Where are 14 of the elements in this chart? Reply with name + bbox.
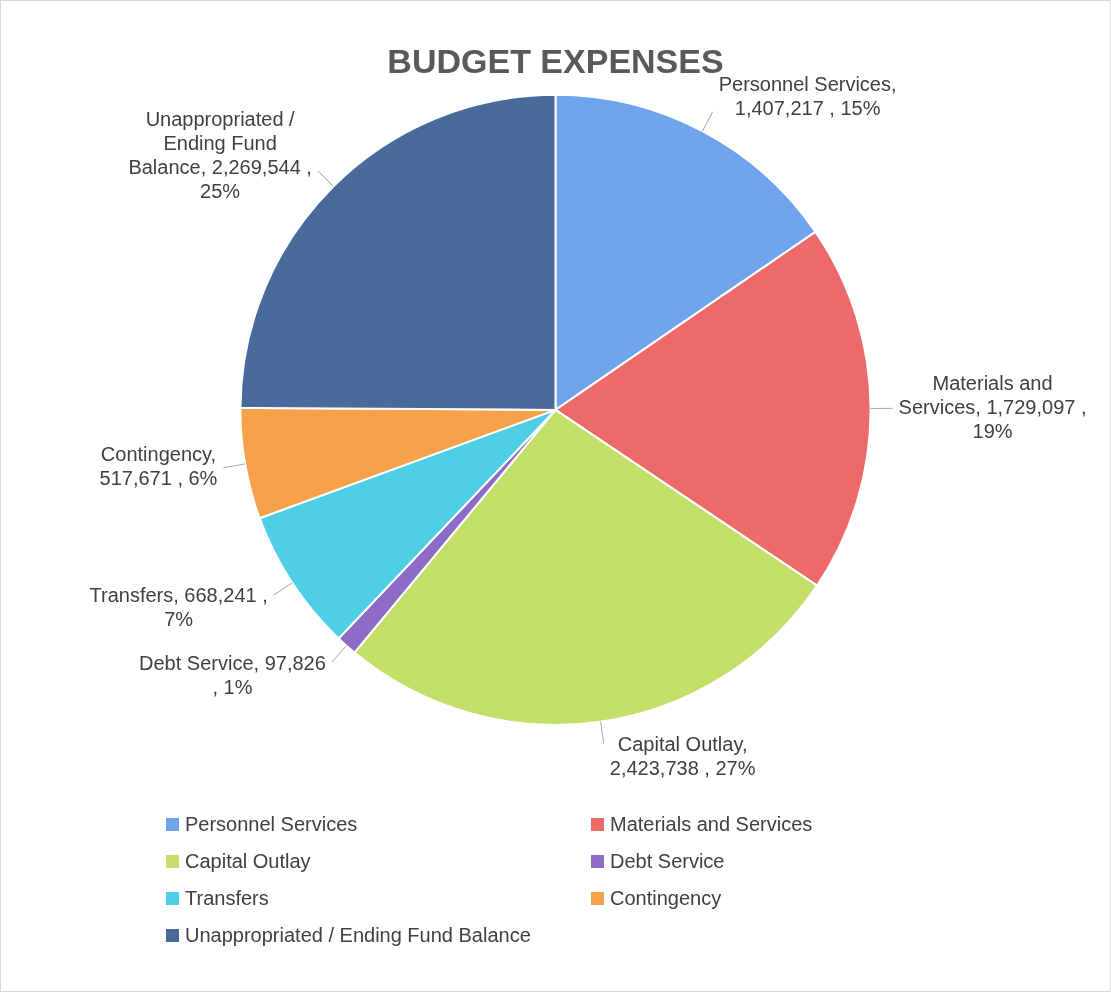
data-label: Capital Outlay, 2,423,738 , 27% [609, 733, 756, 780]
legend-label: Materials and Services [610, 813, 813, 836]
legend-label: Personnel Services [185, 813, 358, 836]
data-label: Unappropriated / Ending Fund Balance, 2,269,544 , 25% [128, 108, 312, 203]
data-label: Personnel Services, 1,407,217 , 15% [718, 73, 897, 120]
legend-label: Unappropriated / Ending Fund Balance [185, 924, 531, 947]
data-label: Contingency, 517,671 , 6% [99, 443, 218, 490]
legend-label: Contingency [610, 887, 722, 910]
data-label: Materials and Services, 1,729,097 , 19% [898, 371, 1087, 442]
legend-label: Debt Service [610, 850, 725, 873]
legend-label: Transfers [185, 887, 269, 910]
legend-label: Capital Outlay [185, 850, 311, 873]
data-label: Debt Service, 97,826 , 1% [139, 651, 326, 698]
data-label: Transfers, 668,241 , 7% [89, 584, 268, 631]
